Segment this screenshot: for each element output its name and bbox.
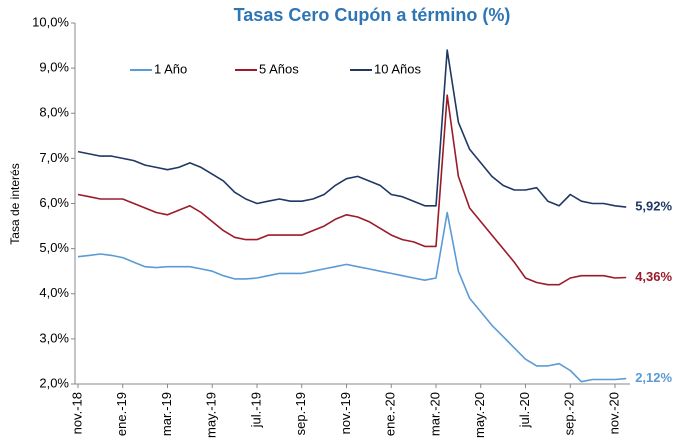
x-tick-label: may.-19 (204, 392, 219, 438)
y-tick-label: 6,0% (39, 195, 69, 210)
x-tick-label: mar.-19 (159, 392, 174, 436)
y-tick-label: 8,0% (39, 105, 69, 120)
x-tick-label: jul.-20 (517, 392, 532, 428)
x-tick-label: jul.-19 (248, 392, 263, 428)
legend-label: 5 Años (259, 61, 299, 76)
chart-title: Tasas Cero Cupón a término (%) (234, 5, 511, 25)
y-tick-label: 5,0% (39, 240, 69, 255)
legend-label: 10 Años (374, 61, 421, 76)
y-tick-label: 10,0% (32, 14, 69, 29)
x-tick-label: ene.-19 (114, 392, 129, 436)
x-tick-label: may.-20 (472, 392, 487, 438)
end-label: 4,36% (635, 269, 672, 284)
x-tick-label: nov.-20 (606, 392, 621, 434)
y-tick-label: 4,0% (39, 285, 69, 300)
legend-label: 1 Año (154, 61, 187, 76)
end-label: 2,12% (635, 370, 672, 385)
y-tick-label: 7,0% (39, 150, 69, 165)
x-tick-label: sep.-20 (562, 392, 577, 435)
series-line (77, 49, 627, 208)
x-tick-label: nov.-19 (338, 392, 353, 434)
x-tick-label: mar.-20 (427, 392, 442, 436)
x-tick-label: nov.-18 (69, 392, 84, 434)
end-label: 5,92% (635, 199, 672, 214)
series-line (77, 94, 627, 286)
x-tick-label: sep.-19 (293, 392, 308, 435)
y-axis-label: Tasa de interés (8, 163, 22, 244)
series-line (77, 211, 627, 383)
y-tick-label: 9,0% (39, 60, 69, 75)
y-tick-label: 3,0% (39, 330, 69, 345)
x-tick-label: ene.-20 (383, 392, 398, 436)
y-tick-label: 2,0% (39, 375, 69, 390)
